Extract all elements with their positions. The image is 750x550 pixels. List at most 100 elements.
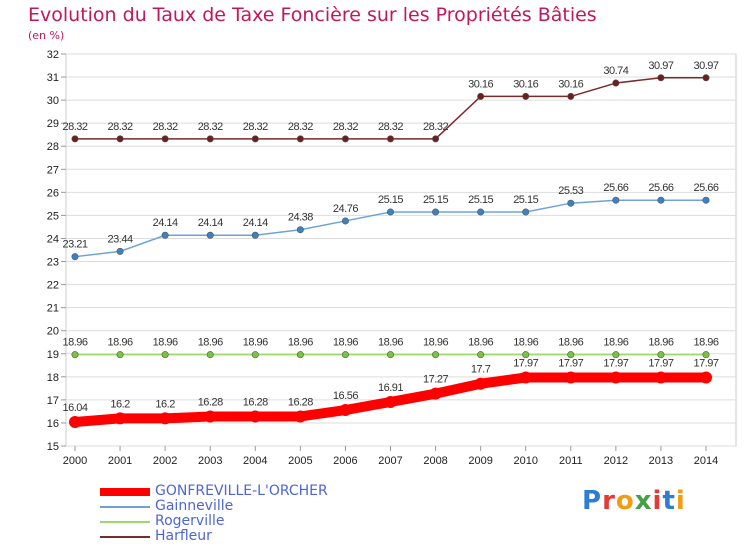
data-label: 18.96 xyxy=(558,337,583,349)
data-point xyxy=(296,351,304,359)
x-tick-label: 2012 xyxy=(604,455,628,467)
data-label: 28.32 xyxy=(288,121,313,133)
data-label: 24.38 xyxy=(288,212,313,224)
y-tick-label: 17 xyxy=(47,395,59,407)
data-point xyxy=(206,135,214,143)
data-label: 28.32 xyxy=(62,121,87,133)
data-label: 24.14 xyxy=(198,217,223,229)
data-label: 18.96 xyxy=(153,337,178,349)
y-tick-label: 24 xyxy=(47,233,59,245)
data-point xyxy=(700,371,712,384)
logo-letter: i xyxy=(675,486,686,516)
data-label: 16.28 xyxy=(288,396,313,408)
chart-title: Evolution du Taux de Taxe Foncière sur l… xyxy=(28,4,597,26)
y-tick-label: 19 xyxy=(47,349,59,361)
data-point xyxy=(296,135,304,143)
data-point xyxy=(702,74,710,82)
data-point xyxy=(116,351,124,359)
data-label: 25.15 xyxy=(468,194,493,206)
data-point xyxy=(251,231,259,239)
data-point xyxy=(116,135,124,143)
y-tick-label: 23 xyxy=(47,257,59,269)
x-tick-label: 2000 xyxy=(63,455,87,467)
data-point xyxy=(296,226,304,234)
data-label: 30.16 xyxy=(513,78,538,90)
data-label: 18.96 xyxy=(243,337,268,349)
data-point xyxy=(341,351,349,359)
data-point xyxy=(522,92,530,100)
data-label: 25.53 xyxy=(558,185,583,197)
data-point xyxy=(432,208,440,216)
logo-letter: P xyxy=(582,486,603,516)
data-label: 18.96 xyxy=(513,337,538,349)
data-point xyxy=(251,351,259,359)
data-point xyxy=(249,410,262,423)
legend-swatch xyxy=(100,520,150,523)
data-label: 17.97 xyxy=(603,358,628,370)
x-tick-label: 2011 xyxy=(559,455,583,467)
data-point xyxy=(384,395,397,408)
data-point xyxy=(161,351,169,359)
x-tick-label: 2009 xyxy=(468,455,492,467)
legend-label: Harfleur xyxy=(155,528,212,544)
data-point xyxy=(612,196,620,204)
logo-letter: x xyxy=(634,486,653,516)
data-point xyxy=(654,371,667,384)
data-label: 23.44 xyxy=(108,233,133,245)
data-label: 16.2 xyxy=(155,398,175,410)
legend-item: Gainneville xyxy=(100,499,328,514)
data-point xyxy=(71,351,79,359)
data-point xyxy=(71,253,79,261)
data-label: 17.97 xyxy=(693,358,718,370)
data-point xyxy=(251,135,259,143)
data-point xyxy=(114,412,127,425)
data-label: 18.96 xyxy=(468,337,493,349)
data-label: 25.15 xyxy=(513,194,538,206)
y-tick-label: 20 xyxy=(47,326,59,338)
data-label: 18.96 xyxy=(693,337,718,349)
logo-letter: r xyxy=(602,486,616,516)
logo-letter: o xyxy=(615,486,635,516)
data-label: 16.56 xyxy=(333,390,358,402)
data-label: 23.21 xyxy=(62,239,87,251)
data-point xyxy=(519,371,532,384)
x-tick-label: 2006 xyxy=(333,455,357,467)
data-point xyxy=(702,196,710,204)
y-tick-label: 28 xyxy=(47,141,59,153)
data-label: 18.96 xyxy=(333,337,358,349)
data-point xyxy=(161,231,169,239)
y-tick-label: 31 xyxy=(47,72,59,84)
data-label: 17.27 xyxy=(423,374,448,386)
data-label: 28.32 xyxy=(108,121,133,133)
data-point xyxy=(564,371,577,384)
data-point xyxy=(609,371,622,384)
data-label: 25.66 xyxy=(648,182,673,194)
x-tick-label: 2005 xyxy=(288,455,312,467)
data-label: 16.28 xyxy=(198,396,223,408)
data-label: 17.97 xyxy=(648,358,673,370)
data-point xyxy=(341,135,349,143)
data-point xyxy=(477,92,485,100)
data-point xyxy=(429,387,442,400)
data-point xyxy=(567,92,575,100)
chart-unit-label: (en %) xyxy=(28,29,65,42)
data-point xyxy=(477,351,485,359)
data-label: 30.16 xyxy=(558,78,583,90)
data-label: 17.97 xyxy=(513,358,538,370)
data-point xyxy=(522,351,530,359)
x-tick-label: 2001 xyxy=(108,455,132,467)
y-tick-label: 25 xyxy=(47,210,59,222)
data-point xyxy=(386,208,394,216)
proxiti-logo: Proxiti xyxy=(582,486,686,516)
data-label: 16.28 xyxy=(243,396,268,408)
data-label: 28.32 xyxy=(243,121,268,133)
data-label: 25.15 xyxy=(423,194,448,206)
data-label: 18.96 xyxy=(198,337,223,349)
data-point xyxy=(386,135,394,143)
y-tick-label: 22 xyxy=(47,280,59,292)
data-label: 30.16 xyxy=(468,78,493,90)
data-label: 17.97 xyxy=(558,358,583,370)
legend-item: Harfleur xyxy=(100,529,328,544)
data-label: 18.96 xyxy=(378,337,403,349)
